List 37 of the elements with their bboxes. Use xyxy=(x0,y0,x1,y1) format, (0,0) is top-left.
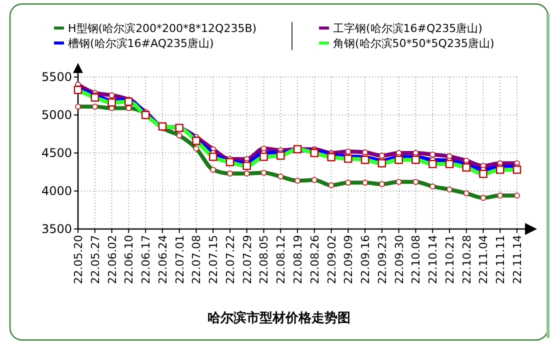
x-tick-label: 22.06.17 xyxy=(140,235,153,284)
x-tick-label: 22.09.02 xyxy=(325,235,338,284)
x-tick-label: 22.09.16 xyxy=(359,235,372,284)
x-tick-label: 22.10.21 xyxy=(443,235,456,284)
text: 哈尔滨市型材价格走势图 xyxy=(208,310,350,326)
x-tick-label: 22.08.05 xyxy=(258,235,271,284)
x-tick-label: 22.11.14 xyxy=(511,235,524,284)
x-tick-label: 22.07.08 xyxy=(190,235,204,284)
legend-label: 工字钢(哈尔滨16#Q235唐山) xyxy=(333,22,482,35)
x-tick-label: 22.10.14 xyxy=(426,235,440,284)
legend-label: 槽钢(哈尔滨16#AQ235唐山) xyxy=(68,36,214,50)
x-tick-label: 22.10.08 xyxy=(410,235,423,284)
x-tick-label: 22.08.12 xyxy=(274,235,288,284)
legend-label: H型钢(哈尔滨200*200*8*12Q235B) xyxy=(68,22,257,35)
x-tick-label: 22.06.10 xyxy=(122,235,136,284)
legend-label: 角钢(哈尔滨50*50*5Q235唐山) xyxy=(333,36,494,50)
x-tick-label: 22.05.27 xyxy=(88,235,102,284)
x-tick-label: 22.08.19 xyxy=(292,235,304,284)
x-tick-label: 22.07.29 xyxy=(240,235,254,284)
x-tick-label: 22.06.24 xyxy=(156,235,170,284)
y-tick-label: 3500 xyxy=(41,222,72,236)
y-tick-label: 4000 xyxy=(41,184,72,198)
x-tick-label: 22.07.22 xyxy=(224,235,237,284)
x-tick-label: 22.07.01 xyxy=(173,235,186,284)
x-tick-label: 22.08.26 xyxy=(308,235,322,284)
x-tick-label: 22.05.20 xyxy=(72,235,85,284)
x-tick-label: 22.09.09 xyxy=(342,235,356,284)
y-tick-label: 5500 xyxy=(41,70,72,84)
y-tick-label: 5000 xyxy=(41,108,72,122)
x-tick-label: 22.06.02 xyxy=(106,235,119,284)
x-tick-label: 22.11.04 xyxy=(477,235,490,284)
x-tick-label: 22.09.30 xyxy=(392,235,406,284)
x-tick-label: 22.10.28 xyxy=(460,235,474,284)
x-tick-label: 22.11.11 xyxy=(494,235,508,284)
x-tick-label: 22.09.23 xyxy=(376,235,389,284)
y-tick-label: 4500 xyxy=(41,146,72,160)
x-tick-label: 22.07.15 xyxy=(207,235,220,284)
